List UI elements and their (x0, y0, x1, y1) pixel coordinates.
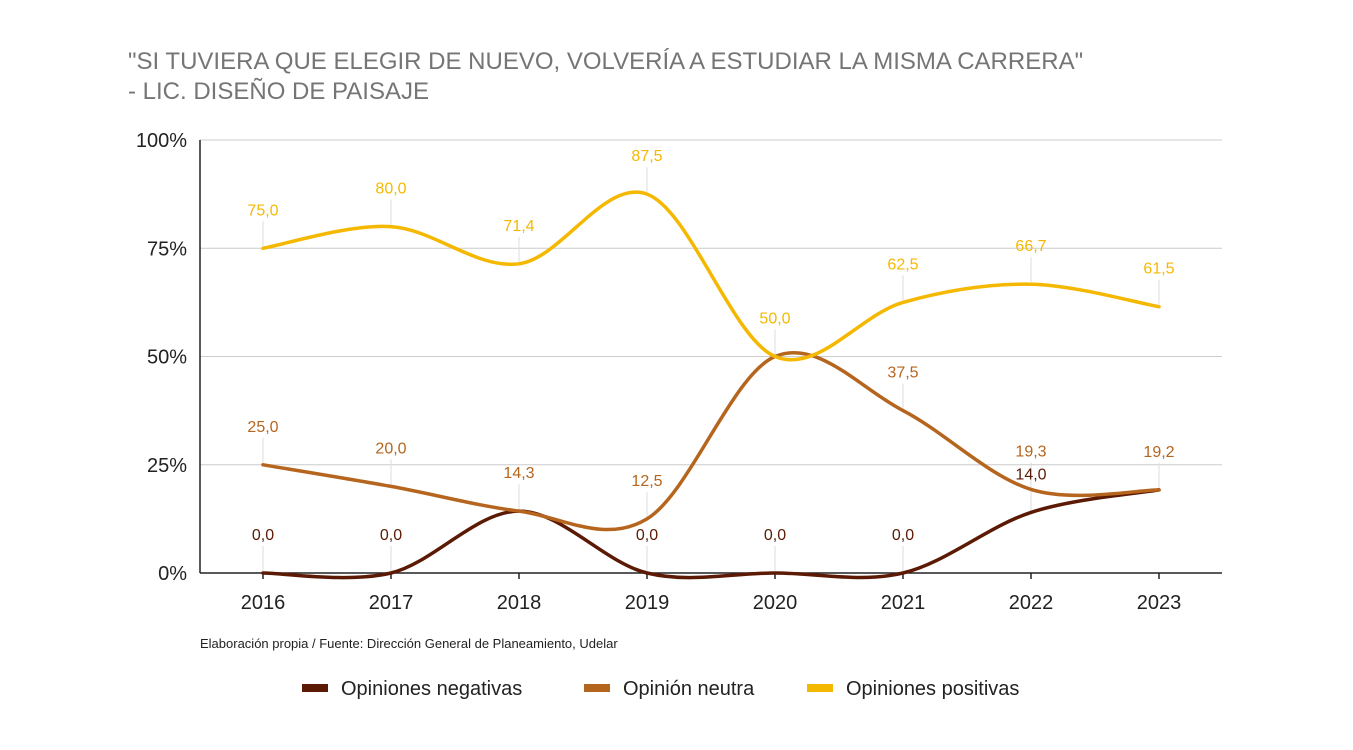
data-label: 0,0 (252, 527, 274, 544)
y-tick-label: 75% (147, 238, 187, 260)
data-label: 20,0 (375, 440, 406, 457)
data-label: 14,0 (1015, 466, 1046, 483)
label-leaders (262, 167, 1160, 571)
data-label: 0,0 (892, 527, 914, 544)
data-label: 25,0 (247, 419, 278, 436)
y-tick-label: 100% (136, 130, 187, 152)
series-line-1 (261, 350, 1161, 532)
legend-swatch (807, 684, 833, 692)
legend-entry: Opiniones negativas (341, 678, 522, 700)
series-lines (261, 190, 1161, 580)
grid-lines (200, 139, 1222, 466)
data-label: 62,5 (887, 256, 918, 273)
series-line-2 (261, 190, 1161, 362)
data-label: 71,4 (503, 218, 534, 235)
x-tick-label: 2023 (1137, 592, 1182, 614)
data-label: 0,0 (380, 527, 402, 544)
x-tick-label: 2016 (241, 592, 286, 614)
y-tick-label: 50% (147, 347, 187, 369)
y-tick-label: 0% (158, 563, 187, 585)
legend-entry: Opiniones positivas (846, 678, 1019, 700)
source-note: Elaboración propia / Fuente: Dirección G… (200, 636, 618, 651)
x-tick-label: 2017 (369, 592, 414, 614)
legend-swatch (584, 684, 610, 692)
data-label: 80,0 (375, 181, 406, 198)
legend: Opiniones negativas Opinión neutra Opinion… (302, 678, 1019, 700)
x-tick-label: 2020 (753, 592, 798, 614)
data-label: 61,5 (1143, 261, 1174, 278)
x-tick-label: 2019 (625, 592, 670, 614)
chart-title-line2: - LIC. DISEÑO DE PAISAJE (128, 78, 429, 105)
data-label: 19,2 (1143, 444, 1174, 461)
data-labels: 0,0 0,0 0,0 0,0 0,0 14,0 25,0 20,0 14,3 12,5 37,5 1… (247, 148, 1174, 544)
x-tick-label: 2022 (1009, 592, 1054, 614)
data-label: 0,0 (636, 527, 658, 544)
chart-title-line1: "SI TUVIERA QUE ELEGIR DE NUEVO, VOLVERÍ… (128, 48, 1083, 75)
data-label: 87,5 (631, 148, 662, 165)
x-tick-label: 2021 (881, 592, 926, 614)
data-label: 50,0 (759, 311, 790, 328)
x-tick-label: 2018 (497, 592, 542, 614)
y-tick-label: 25% (147, 455, 187, 477)
data-label: 19,3 (1015, 443, 1046, 460)
series-line-0 (261, 488, 1161, 580)
data-label: 75,0 (247, 202, 278, 219)
data-label: 0,0 (764, 527, 786, 544)
data-label: 66,7 (1015, 238, 1046, 255)
data-label: 12,5 (631, 473, 662, 490)
data-label: 14,3 (503, 465, 534, 482)
legend-swatch (302, 684, 328, 692)
x-axis: 2016 2017 2018 2019 2020 2021 2022 2023 (200, 572, 1222, 614)
y-axis: 0% 25% 50% 75% 100% (136, 130, 201, 585)
data-label: 37,5 (887, 365, 918, 382)
legend-entry: Opinión neutra (623, 678, 755, 700)
